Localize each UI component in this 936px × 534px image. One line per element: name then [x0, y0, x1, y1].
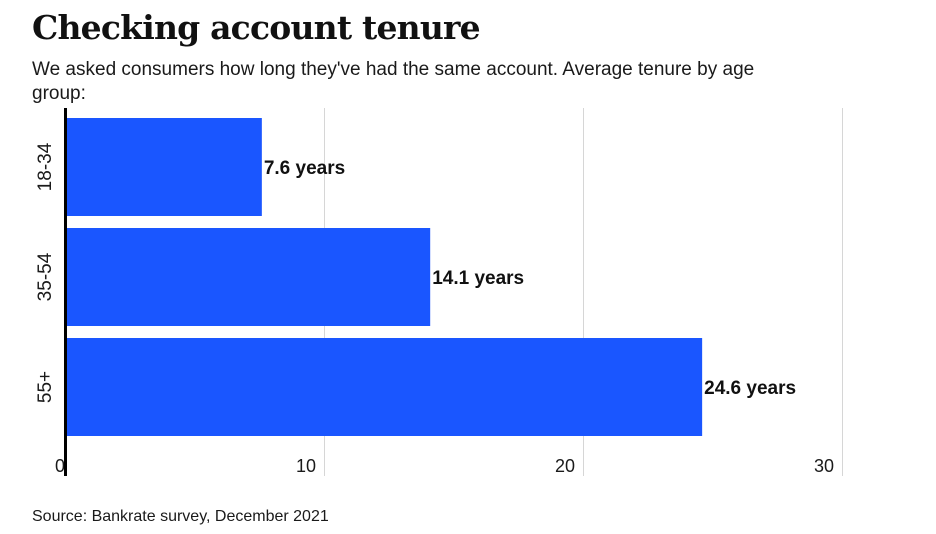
category-label-35-54: 35-54 [35, 252, 56, 301]
chart-title: Checking account tenure [32, 8, 481, 47]
x-tick-label-20: 20 [555, 456, 575, 476]
data-label-35-54: 14.1 years [432, 268, 524, 289]
x-tick-label-30: 30 [814, 456, 834, 476]
bar-18-34 [65, 118, 262, 216]
source-note: Source: Bankrate survey, December 2021 [32, 508, 329, 525]
category-label-55+: 55+ [35, 371, 56, 403]
x-tick-label-0: 0 [55, 456, 65, 476]
chart-subtitle: We asked consumers how long they've had … [32, 59, 755, 104]
category-label-18-34: 18-34 [35, 142, 56, 191]
x-tick-label-10: 10 [296, 456, 316, 476]
data-label-55+: 24.6 years [704, 378, 796, 399]
data-label-18-34: 7.6 years [264, 158, 345, 179]
bar-55+ [65, 338, 703, 436]
bar-35-54 [65, 228, 431, 326]
